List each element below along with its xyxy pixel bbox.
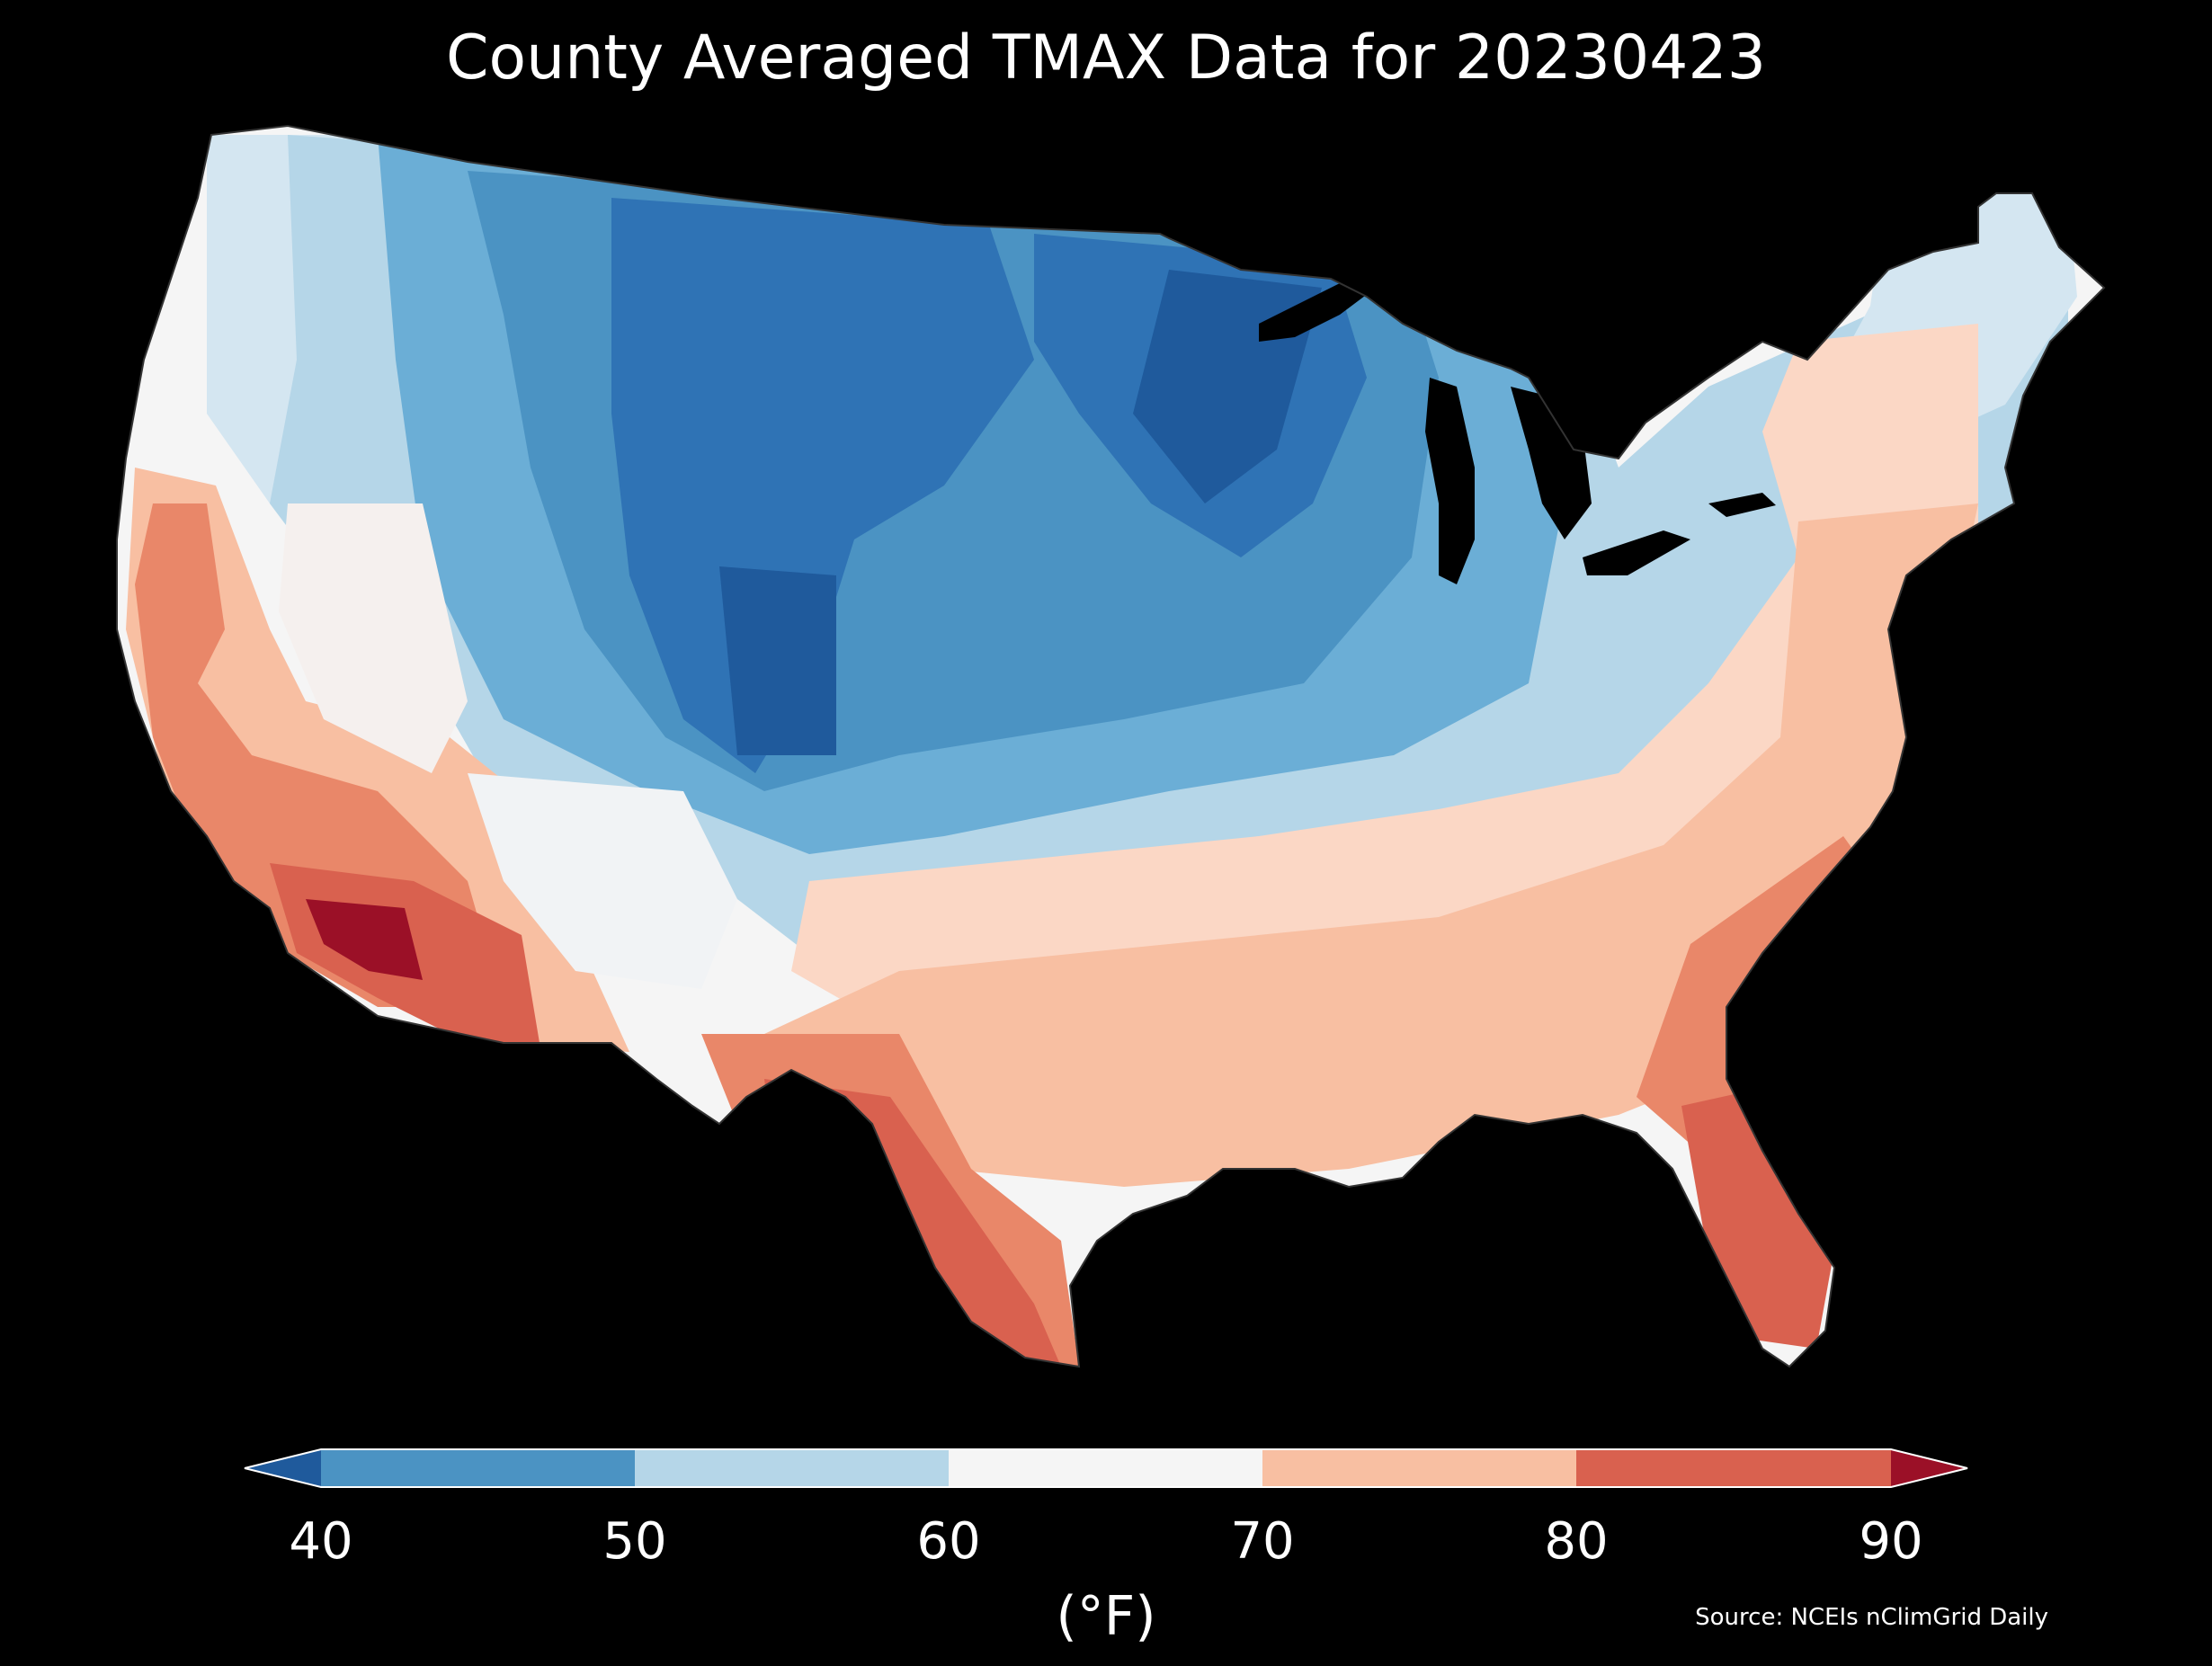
us-outline xyxy=(116,124,2106,1368)
colorbar-bin-50-60 xyxy=(635,1449,949,1487)
colorbar-outline xyxy=(244,1448,1968,1488)
colorbar-tick-60: 60 xyxy=(916,1512,981,1571)
colorbar-tick-70: 70 xyxy=(1230,1512,1295,1571)
colorbar-bin-60-70 xyxy=(949,1449,1262,1487)
region-extreme-heat xyxy=(306,899,423,980)
lake-superior xyxy=(1259,270,1376,342)
source-credit: Source: NCEIs nClimGrid Daily xyxy=(1695,1604,2048,1631)
colorbar-units-label: (°F) xyxy=(1056,1585,1156,1648)
region-core-cold xyxy=(611,198,1034,773)
region-coldest-colorado xyxy=(719,566,836,755)
region-neutral-great-basin xyxy=(279,503,468,773)
map-title: County Averaged TMAX Data for 20230423 xyxy=(446,22,1766,94)
colorbar-bin-80-90 xyxy=(1576,1449,1891,1487)
colorbar-tick-80: 80 xyxy=(1544,1512,1609,1571)
colorbar-bin-70-80 xyxy=(1262,1449,1576,1487)
colorbar-tick-50: 50 xyxy=(602,1512,667,1571)
lake-erie xyxy=(1583,530,1690,575)
colorbar-tick-40: 40 xyxy=(289,1512,353,1571)
lake-michigan xyxy=(1425,378,1475,584)
colorbar-extend-low xyxy=(245,1449,321,1487)
colorbar-bin-40-50 xyxy=(321,1449,635,1487)
region-hot-florida xyxy=(1681,1088,1834,1349)
region-neutral-new-mexico xyxy=(468,773,737,989)
lake-ontario xyxy=(1708,493,1776,517)
lake-huron xyxy=(1511,387,1592,539)
colorbar-tick-90: 90 xyxy=(1859,1512,1923,1571)
colorbar-extend-high xyxy=(1891,1449,1967,1487)
